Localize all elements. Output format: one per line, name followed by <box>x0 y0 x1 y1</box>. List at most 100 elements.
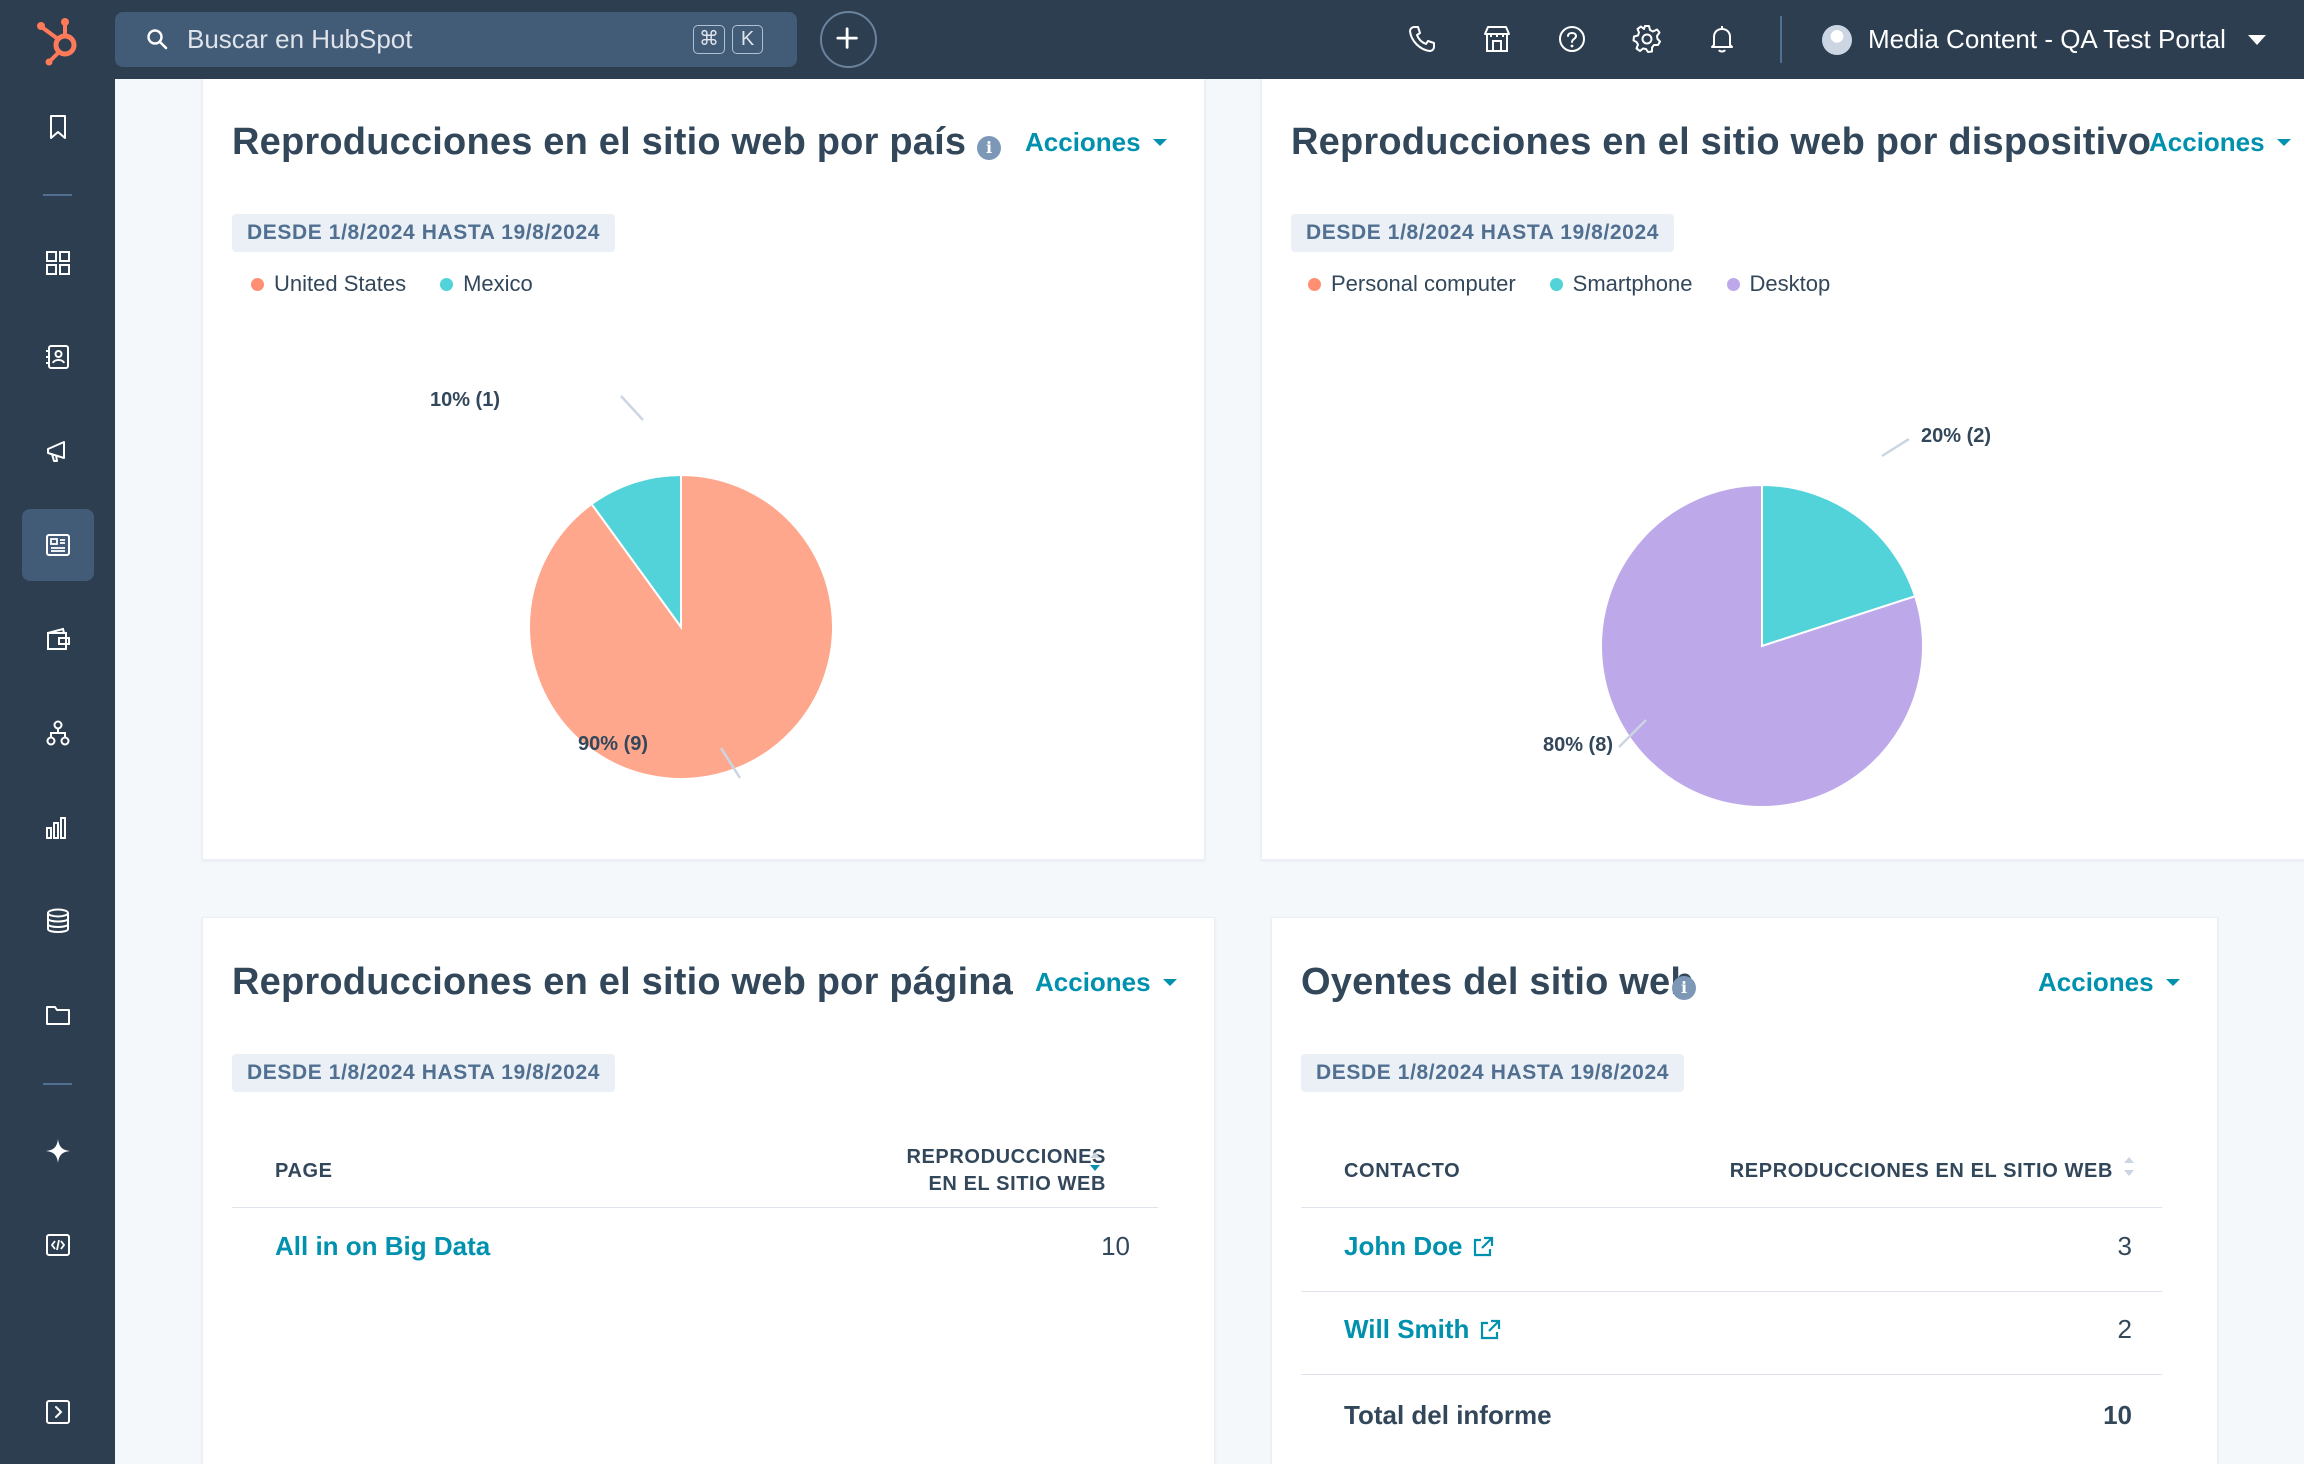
sidebar-item-reporting[interactable] <box>22 791 94 863</box>
sidebar-item-commerce[interactable] <box>22 603 94 675</box>
report-card-by-country: Reproducciones en el sitio web por país … <box>202 79 1205 860</box>
table-divider <box>1301 1207 2162 1208</box>
help-icon[interactable] <box>1555 22 1589 56</box>
global-search-input[interactable]: Buscar en HubSpot ⌘ K <box>115 12 797 67</box>
search-icon <box>147 29 168 50</box>
pie-data-label: 90% (9) <box>578 733 648 755</box>
column-header-plays[interactable]: REPRODUCCIONES EN EL SITIO WEB <box>906 1144 1106 1198</box>
sidebar-item-content[interactable] <box>22 509 94 581</box>
sidebar-item-data-management[interactable] <box>22 885 94 957</box>
account-menu[interactable]: Media Content - QA Test Portal <box>1822 0 2266 79</box>
table-cell-contact-link[interactable]: Will Smith <box>1344 1314 1503 1345</box>
sidebar-item-development[interactable] <box>22 1209 94 1281</box>
actions-label: Acciones <box>1035 967 1151 997</box>
info-icon[interactable]: i <box>1672 976 1696 1000</box>
portal-name: Media Content - QA Test Portal <box>1868 24 2226 54</box>
table-cell-plays: 2 <box>2117 1314 2132 1344</box>
create-new-button[interactable] <box>820 11 877 68</box>
report-total-label: Total del informe <box>1344 1400 1552 1430</box>
column-header-plays[interactable]: REPRODUCCIONES EN EL SITIO WEB <box>1729 1160 2113 1182</box>
sort-descending-icon[interactable] <box>1088 1149 1102 1175</box>
sparkle-icon <box>46 1139 70 1163</box>
date-range-badge: DESDE 1/8/2024 HASTA 19/8/2024 <box>232 1054 616 1092</box>
grid-icon <box>46 251 70 275</box>
legend-item[interactable]: United States <box>251 271 406 297</box>
caret-down-icon <box>1152 139 1167 146</box>
external-link-icon <box>1474 1236 1494 1256</box>
actions-label: Acciones <box>1025 127 1141 157</box>
actions-dropdown[interactable]: Acciones <box>1025 127 1167 158</box>
bookmark-icon <box>50 115 66 139</box>
sort-icon[interactable] <box>2122 1154 2136 1180</box>
legend-item[interactable]: Mexico <box>440 271 533 297</box>
database-icon <box>47 908 69 933</box>
report-total-value: 10 <box>2103 1400 2132 1430</box>
expand-panel-icon <box>46 1400 70 1424</box>
pie-slice <box>1600 483 1924 808</box>
column-header-line: EN EL SITIO WEB <box>928 1173 1106 1195</box>
legend-item[interactable]: Personal computer <box>1308 271 1516 297</box>
table-divider <box>1301 1374 2162 1375</box>
avatar <box>1822 24 1852 55</box>
card-title: Reproducciones en el sitio web por págin… <box>232 961 1014 1003</box>
chart-legend: Personal computer Smartphone Desktop <box>1308 271 1864 297</box>
card-title: Oyentes del sitio web <box>1301 961 1694 1003</box>
actions-label: Acciones <box>2149 127 2265 157</box>
date-range-badge: DESDE 1/8/2024 HASTA 19/8/2024 <box>232 214 616 252</box>
phone-icon[interactable] <box>1405 22 1439 56</box>
sidebar-divider <box>43 1083 72 1085</box>
plus-icon <box>836 27 858 49</box>
card-title: Reproducciones en el sitio web por país <box>232 121 967 163</box>
sidebar-item-library[interactable] <box>22 979 94 1051</box>
bar-chart-icon <box>46 817 66 839</box>
marketplace-icon[interactable] <box>1480 22 1514 56</box>
legend-item[interactable]: Smartphone <box>1549 271 1693 297</box>
topbar-divider <box>1780 16 1782 63</box>
pie-data-label: 80% (8) <box>1543 734 1613 756</box>
shortcut-k-key: K <box>732 25 763 54</box>
workflow-icon <box>46 720 70 746</box>
sidebar-item-bookmarks[interactable] <box>22 91 94 163</box>
pie-label-leader <box>1881 437 1910 458</box>
notifications-bell-icon[interactable] <box>1705 22 1739 56</box>
sidebar-item-contacts[interactable] <box>22 321 94 393</box>
column-header-page[interactable]: PAGE <box>275 1160 333 1182</box>
pie-data-label: 10% (1) <box>430 389 500 411</box>
actions-dropdown[interactable]: Acciones <box>2038 967 2180 998</box>
top-navigation-bar: Buscar en HubSpot ⌘ K Media Content - QA… <box>0 0 2304 79</box>
legend-dot <box>1726 277 1740 291</box>
folder-icon <box>46 1006 70 1025</box>
settings-gear-icon[interactable] <box>1630 22 1664 56</box>
pie-label-leader <box>620 395 644 421</box>
pie-chart-by-device: 20% (2) 80% (8) <box>1543 425 1991 808</box>
sidebar-item-ai-assistant[interactable] <box>22 1115 94 1187</box>
caret-down-icon <box>2276 139 2291 146</box>
info-icon[interactable]: i <box>977 136 1001 160</box>
code-icon <box>46 1234 70 1256</box>
actions-dropdown[interactable]: Acciones <box>2149 127 2291 158</box>
legend-dot <box>1549 277 1563 291</box>
sidebar-item-marketing[interactable] <box>22 415 94 487</box>
chevron-down-icon <box>2247 34 2266 45</box>
column-header-contact[interactable]: CONTACTO <box>1344 1160 1461 1182</box>
sidebar-item-workspaces[interactable] <box>22 227 94 299</box>
card-title: Reproducciones en el sitio web por dispo… <box>1291 121 2152 163</box>
pie-slice <box>590 473 682 631</box>
legend-label: Smartphone <box>1572 271 1693 296</box>
legend-label: United States <box>274 271 407 296</box>
search-placeholder: Buscar en HubSpot <box>187 24 413 54</box>
chart-legend: United States Mexico <box>251 271 567 297</box>
table-cell-page-link[interactable]: All in on Big Data <box>275 1231 491 1261</box>
legend-item[interactable]: Desktop <box>1726 271 1830 297</box>
sidebar-navigation <box>0 79 115 1464</box>
sidebar-item-automation[interactable] <box>22 697 94 769</box>
table-cell-contact-link[interactable]: John Doe <box>1344 1231 1496 1262</box>
contact-name: John Doe <box>1344 1231 1463 1261</box>
report-card-by-device: Reproducciones en el sitio web por dispo… <box>1261 79 2304 860</box>
hubspot-logo-icon[interactable] <box>30 12 86 68</box>
sidebar-expand-button[interactable] <box>22 1376 94 1448</box>
actions-dropdown[interactable]: Acciones <box>1035 967 1177 998</box>
pie-data-label: 20% (2) <box>1921 425 1991 447</box>
table-divider <box>232 1207 1158 1208</box>
pie-label-leader <box>1618 719 1647 748</box>
